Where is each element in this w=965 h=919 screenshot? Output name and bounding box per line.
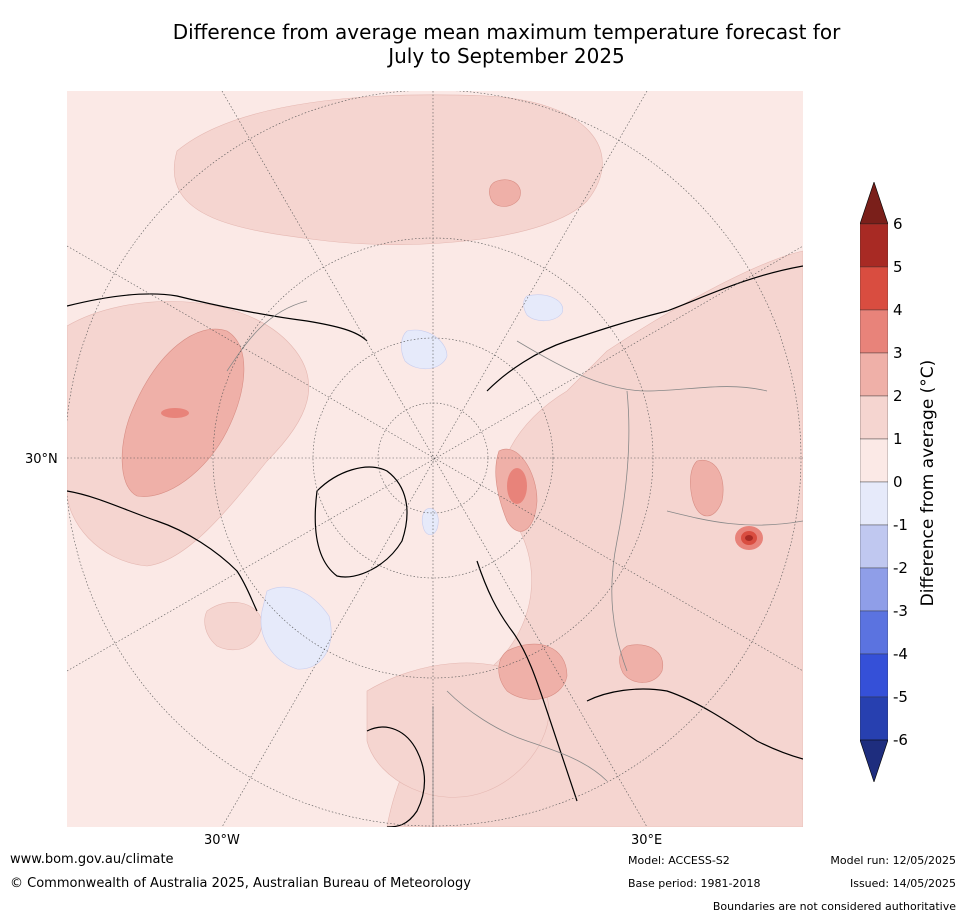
colorbar-tick-label: -2 xyxy=(893,559,908,577)
anomaly-hotspots xyxy=(161,408,763,550)
anomaly-1-2-regions xyxy=(67,94,803,827)
title-line-2: July to September 2025 xyxy=(388,44,625,68)
colorbar-label: Difference from average (°C) xyxy=(918,359,938,607)
colorbar-tick-label: 6 xyxy=(893,215,903,233)
colorbar-bin xyxy=(860,653,888,698)
colorbar-tick-label: -1 xyxy=(893,516,908,534)
copyright-text: © Commonwealth of Australia 2025, Austra… xyxy=(10,876,471,891)
colorbar-tick-label: 3 xyxy=(893,344,903,362)
model-run-text: Model run: 12/05/2025 xyxy=(830,854,956,867)
lon-label-30w: 30°W xyxy=(204,833,240,848)
website-link[interactable]: www.bom.gov.au/climate xyxy=(10,852,174,867)
colorbar-bin xyxy=(860,395,888,440)
colorbar-tick-label: 2 xyxy=(893,387,903,405)
colorbar-tick-label: 4 xyxy=(893,301,903,319)
polar-map xyxy=(67,91,803,827)
colorbar-tick-label: -4 xyxy=(893,645,908,663)
issued-text: Issued: 14/05/2025 xyxy=(849,877,956,890)
colorbar-tick-label: 5 xyxy=(893,258,903,276)
anomaly-2-3-regions xyxy=(121,179,724,700)
colorbar-bin xyxy=(860,438,888,483)
colorbar-bin xyxy=(860,524,888,569)
colorbar-tick-label: -3 xyxy=(893,602,908,620)
title-line-1: Difference from average mean maximum tem… xyxy=(172,20,841,44)
country-boundaries xyxy=(226,300,803,827)
base-period-text: Base period: 1981-2018 xyxy=(628,877,761,890)
lat-label-30n: 30°N xyxy=(25,452,58,467)
colorbar-bin xyxy=(860,610,888,655)
colorbar-bin xyxy=(860,223,888,268)
disclaimer-text: Boundaries are not considered authoritat… xyxy=(712,900,956,913)
colorbar-bin xyxy=(860,266,888,311)
colorbar-bin xyxy=(860,309,888,354)
model-text: Model: ACCESS-S2 xyxy=(628,854,730,867)
colorbar-extend-top xyxy=(860,182,888,225)
map-panel xyxy=(67,91,803,827)
colorbar-bin xyxy=(860,696,888,741)
colorbar-bin xyxy=(860,481,888,526)
colorbar-tick-label: -5 xyxy=(893,688,908,706)
colorbar-bin xyxy=(860,352,888,397)
lon-label-30e: 30°E xyxy=(631,833,663,848)
colorbar-tick-label: -6 xyxy=(893,731,908,749)
colorbar-tick-label: 0 xyxy=(893,473,903,491)
colorbar-extend-bottom xyxy=(860,739,888,782)
graticule xyxy=(67,91,803,827)
colorbar-bin xyxy=(860,567,888,612)
anomaly-negative-regions xyxy=(260,294,564,670)
colorbar xyxy=(860,182,888,782)
colorbar-tick-label: 1 xyxy=(893,430,903,448)
chart-title: Difference from average mean maximum tem… xyxy=(0,20,965,68)
